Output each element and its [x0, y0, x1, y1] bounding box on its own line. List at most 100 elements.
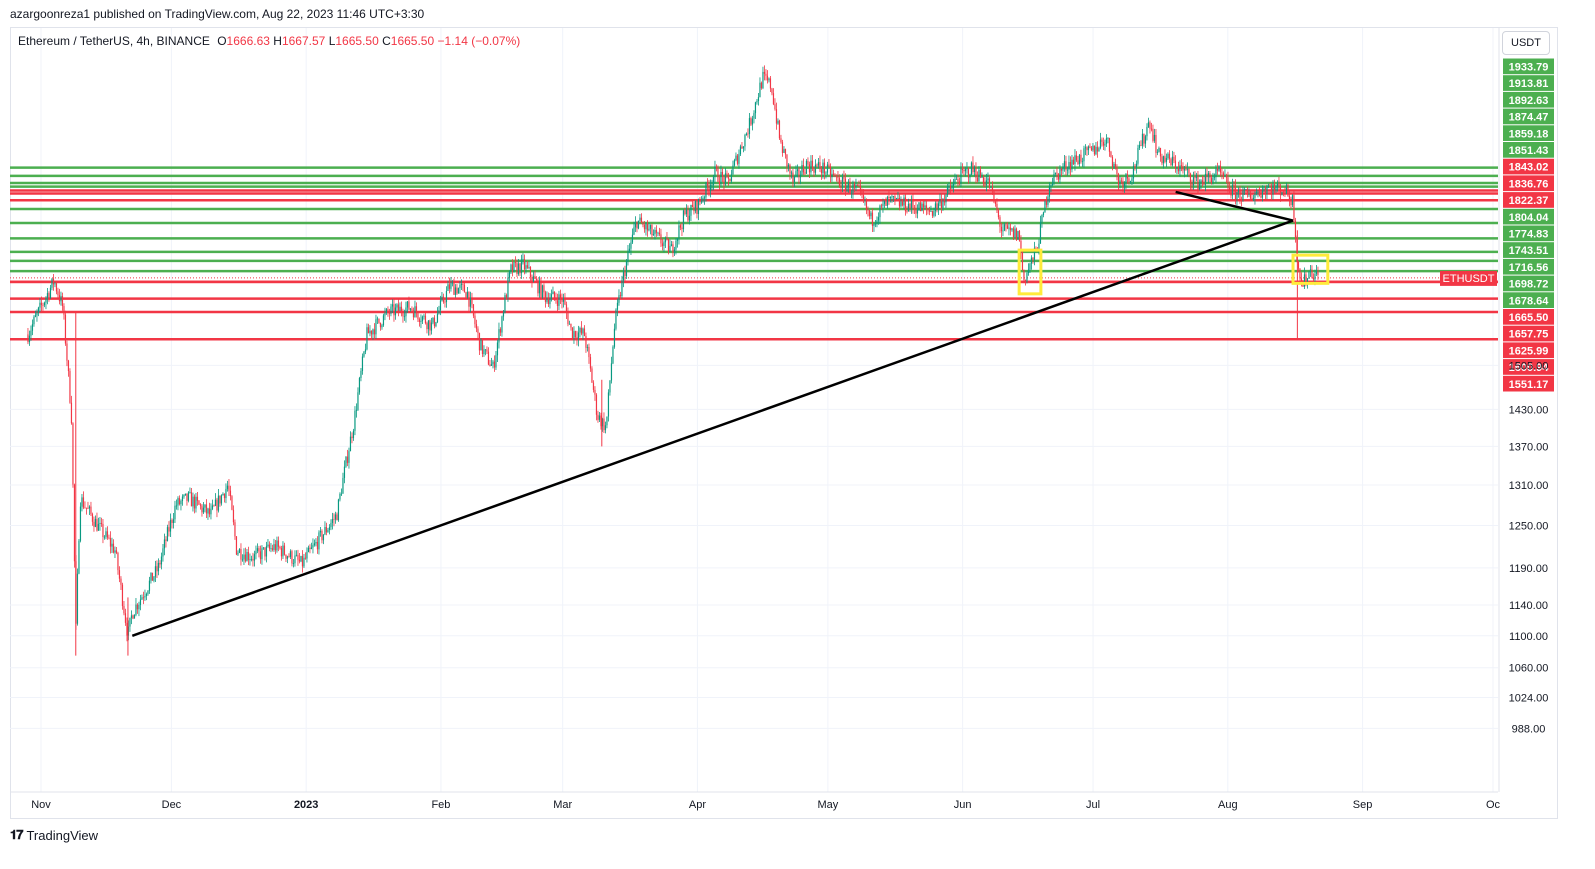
candle-body: [954, 179, 956, 183]
candle-body: [570, 323, 572, 328]
candle-body: [978, 169, 980, 182]
candle-body: [132, 615, 134, 619]
candle-body: [159, 562, 161, 565]
y-tick-label: 988.00: [1512, 723, 1546, 735]
candle-body: [387, 309, 389, 313]
candle-body: [937, 203, 940, 210]
candle-body: [73, 484, 76, 562]
candle-body: [831, 173, 833, 178]
candle-body: [318, 532, 320, 550]
footer-brand[interactable]: 𝟏𝟕 TradingView: [10, 827, 98, 843]
price-level-tag: [1503, 242, 1554, 258]
candle-body: [99, 522, 101, 524]
candle-body: [1095, 146, 1097, 155]
candle-body: [1161, 156, 1163, 164]
candle-body: [840, 185, 842, 188]
candle-body: [250, 558, 253, 560]
candle-body: [349, 436, 352, 452]
candle-body: [718, 181, 721, 185]
candle-body: [631, 234, 634, 243]
candle-body: [51, 278, 53, 288]
candle-body: [817, 162, 820, 166]
candle-body: [835, 175, 838, 177]
candle-body: [139, 599, 142, 605]
candle-body: [583, 328, 586, 336]
candle-body: [496, 342, 499, 356]
candle-body: [1239, 189, 1241, 200]
candle-body: [904, 197, 907, 212]
candle-body: [681, 227, 683, 230]
candlesticks: [27, 65, 1319, 656]
candle-body: [82, 497, 85, 508]
candle-body: [1201, 180, 1204, 183]
candle-body: [538, 280, 541, 294]
candle-body: [1263, 188, 1265, 190]
candle-body: [372, 329, 374, 335]
candle-body: [1203, 182, 1205, 185]
candle-body: [799, 175, 802, 178]
candle-body: [505, 295, 508, 298]
highlight-box: [1291, 253, 1330, 285]
candle-body: [651, 225, 653, 236]
candle-body: [1104, 143, 1106, 146]
candle-body: [621, 280, 623, 297]
candle-body: [711, 184, 713, 186]
y-tick-label: 1190.00: [1509, 563, 1548, 575]
price-level-label: 1665.50: [1509, 312, 1549, 324]
candle-body: [607, 392, 610, 417]
candle-body: [870, 212, 872, 217]
candle-body: [907, 203, 910, 212]
candle-body: [898, 198, 901, 207]
candle-body: [766, 75, 769, 81]
candle-body: [1024, 279, 1027, 282]
y-tick-label: 1250.00: [1509, 520, 1549, 532]
candle-body: [127, 626, 130, 636]
candle-body: [1003, 224, 1006, 231]
candle-body: [520, 259, 523, 274]
candle-body: [774, 104, 776, 110]
candle-body: [1192, 177, 1195, 186]
candle-body: [481, 339, 484, 355]
candle-body: [652, 234, 655, 236]
candle-body: [736, 155, 739, 164]
candle-body: [967, 168, 970, 178]
candle-body: [96, 518, 98, 531]
price-level-label: 1625.99: [1509, 345, 1549, 357]
price-level-label: 1874.47: [1509, 112, 1549, 124]
candle-body: [979, 169, 982, 178]
candle-body: [225, 488, 227, 499]
candle-body: [1069, 162, 1072, 170]
candle-body: [415, 306, 418, 314]
candle-body: [33, 316, 35, 325]
candle-body: [151, 572, 154, 581]
candle-body: [1212, 177, 1214, 184]
candle-body: [1195, 175, 1198, 178]
candle-body: [289, 551, 292, 557]
candle-body: [939, 199, 941, 204]
candle-body: [1056, 172, 1058, 174]
candle-body: [1065, 161, 1067, 170]
candle-body: [733, 160, 736, 166]
candle-body: [322, 534, 325, 541]
candle-body: [259, 551, 262, 560]
candle-body: [108, 537, 110, 539]
x-axis: Nov Dec 2023 Feb Mar Apr May Jun Jul Aug Sep Oc: [10, 791, 1501, 811]
price-level-label: 1836.76: [1509, 178, 1549, 190]
candle-body: [64, 314, 67, 344]
candle-body: [60, 296, 62, 302]
candle-body: [267, 544, 269, 547]
candle-body: [1087, 146, 1090, 151]
currency-button[interactable]: USDT: [1502, 31, 1550, 55]
candle-body: [117, 552, 119, 571]
candle-body: [169, 520, 172, 532]
candle-body: [1270, 186, 1273, 195]
candle-body: [199, 504, 202, 506]
candle-body: [382, 315, 385, 326]
candle-body: [300, 556, 302, 562]
candle-body: [150, 572, 152, 581]
candle-body: [1134, 165, 1136, 168]
trendline: [131, 219, 1294, 637]
candle-body: [730, 174, 733, 182]
candle-body: [72, 423, 74, 485]
